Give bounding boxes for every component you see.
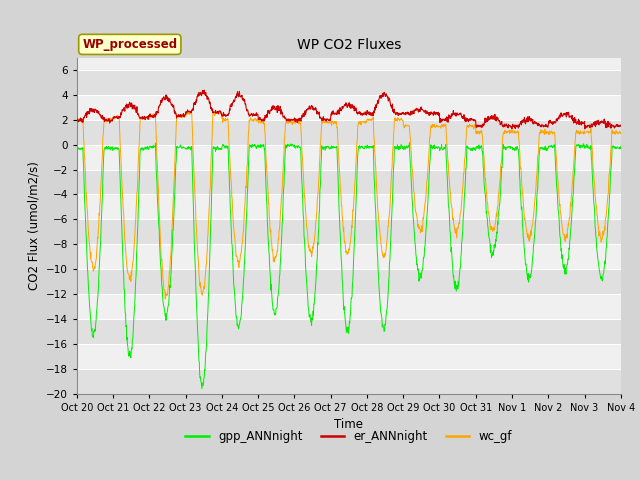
Bar [77, 269, 621, 294]
Legend: gpp_ANNnight, er_ANNnight, wc_gf: gpp_ANNnight, er_ANNnight, wc_gf [180, 426, 517, 448]
Bar [77, 169, 621, 194]
Text: WP_processed: WP_processed [82, 38, 177, 51]
Bar [77, 70, 621, 95]
X-axis label: Time: Time [334, 418, 364, 431]
Y-axis label: CO2 Flux (umol/m2/s): CO2 Flux (umol/m2/s) [28, 161, 40, 290]
Bar [77, 120, 621, 144]
Bar [77, 319, 621, 344]
Bar [77, 369, 621, 394]
Title: WP CO2 Fluxes: WP CO2 Fluxes [296, 38, 401, 52]
Bar [77, 219, 621, 244]
